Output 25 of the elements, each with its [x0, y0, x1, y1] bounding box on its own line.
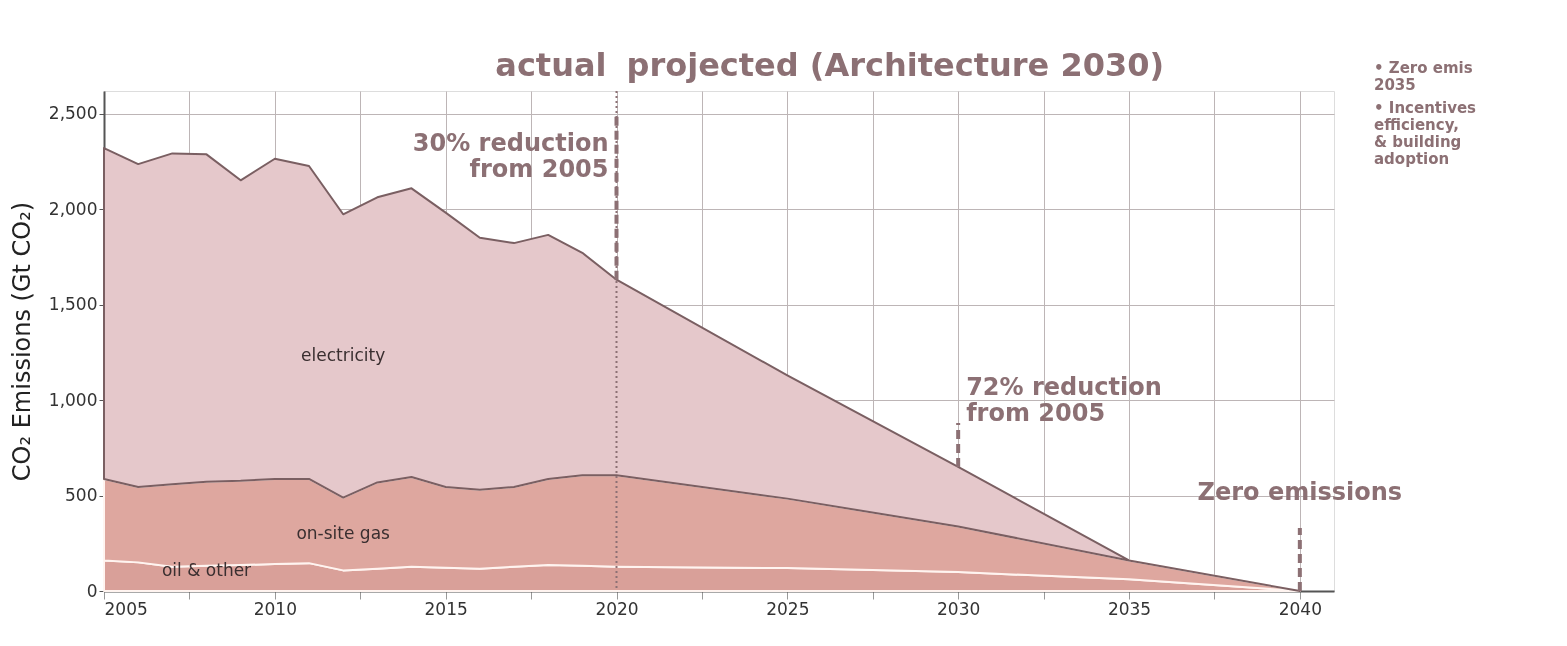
series-label: electricity [301, 344, 386, 365]
x-tick-label: 2025 [766, 598, 810, 619]
y-tick-label: 2,000 [48, 198, 98, 219]
y-tick-label: 1,000 [48, 389, 98, 410]
x-tick-label: 2020 [595, 598, 639, 619]
y-tick-label: 500 [65, 485, 98, 506]
x-tick-label: 2005 [104, 598, 148, 619]
text: projected (Architecture 2030) [626, 46, 1165, 84]
y-tick-label: 1,500 [48, 294, 98, 315]
x-tick-label: 2035 [1107, 598, 1152, 619]
annotation: 30% reduction from 2005 [412, 128, 609, 183]
annotation: 72% reduction from 2005 [966, 373, 1162, 428]
y-tick-label: 2,500 [48, 103, 98, 124]
x-tick-label: 2015 [424, 598, 468, 619]
text: • Incentives efficiency, & building adoption [1374, 99, 1477, 168]
x-tick-label: 2030 [937, 598, 981, 619]
text: • Zero emis 2035 [1374, 59, 1473, 94]
series-label: oil & other [161, 559, 252, 580]
x-tick-label: 2010 [253, 598, 297, 619]
y-axis-title: CO₂ Emissions (Gt CO₂) [7, 201, 36, 482]
x-tick-label: 2040 [1278, 598, 1322, 619]
y-tick-label: 0 [86, 580, 98, 601]
annotation: Zero emissions [1197, 478, 1403, 507]
text: actual [495, 46, 607, 84]
series-label: on-site gas [296, 523, 391, 544]
